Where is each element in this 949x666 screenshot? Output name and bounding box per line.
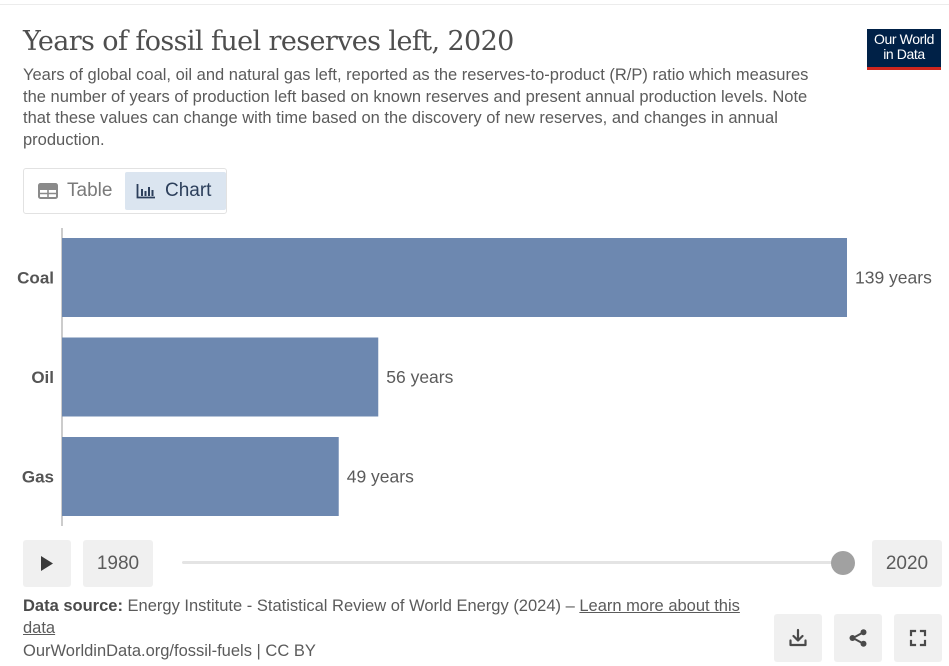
tab-chart-label: Chart xyxy=(165,180,212,201)
category-label-oil: Oil xyxy=(31,368,54,387)
play-icon xyxy=(41,556,53,571)
tab-table[interactable]: Table xyxy=(27,172,124,210)
credit-line: OurWorldinData.org/fossil-fuels | CC BY xyxy=(23,642,316,660)
value-label-gas: 49 years xyxy=(347,467,414,487)
tab-table-label: Table xyxy=(67,180,113,201)
learn-more-link[interactable]: Learn more about this data xyxy=(23,597,740,637)
chart-title: Years of fossil fuel reserves left, 2020 xyxy=(23,26,514,57)
download-icon xyxy=(789,628,807,647)
share-icon xyxy=(849,629,867,647)
source-text: Energy Institute - Statistical Review of… xyxy=(127,597,580,615)
view-tabs: Table Chart xyxy=(23,168,227,214)
top-divider xyxy=(0,0,949,5)
value-label-coal: 139 years xyxy=(855,268,932,288)
bar-chart-icon xyxy=(136,184,155,199)
chart-subtitle: Years of global coal, oil and natural ga… xyxy=(23,66,809,150)
end-year-label: 2020 xyxy=(885,552,929,574)
data-source: Data source: Energy Institute - Statisti… xyxy=(23,596,768,639)
bar-chart: Coal 139 years Oil 56 years Gas 49 years xyxy=(17,228,932,526)
tab-chart[interactable]: Chart xyxy=(125,172,226,210)
fullscreen-button[interactable] xyxy=(894,614,942,662)
bar-gas[interactable] xyxy=(62,437,339,516)
logo-line-2: in Data xyxy=(883,46,925,62)
play-button[interactable] xyxy=(23,540,71,587)
fullscreen-icon xyxy=(909,629,927,647)
table-icon xyxy=(38,183,58,199)
owid-logo[interactable]: Our World in Data xyxy=(867,29,941,70)
bar-coal[interactable] xyxy=(62,238,847,317)
timeline-start-year[interactable]: 1980 xyxy=(83,540,153,587)
download-button[interactable] xyxy=(774,614,822,662)
category-label-gas: Gas xyxy=(22,468,54,487)
share-button[interactable] xyxy=(834,614,882,662)
logo-line-1: Our World xyxy=(874,31,934,47)
value-label-oil: 56 years xyxy=(386,367,453,387)
source-label: Data source: xyxy=(23,597,123,615)
category-label-coal: Coal xyxy=(17,269,54,288)
start-year-label: 1980 xyxy=(96,552,140,574)
timeline-end-year[interactable]: 2020 xyxy=(872,540,942,587)
bar-oil[interactable] xyxy=(62,337,379,417)
timeline-slider-track[interactable] xyxy=(182,561,844,564)
timeline-slider-handle[interactable] xyxy=(831,551,855,575)
